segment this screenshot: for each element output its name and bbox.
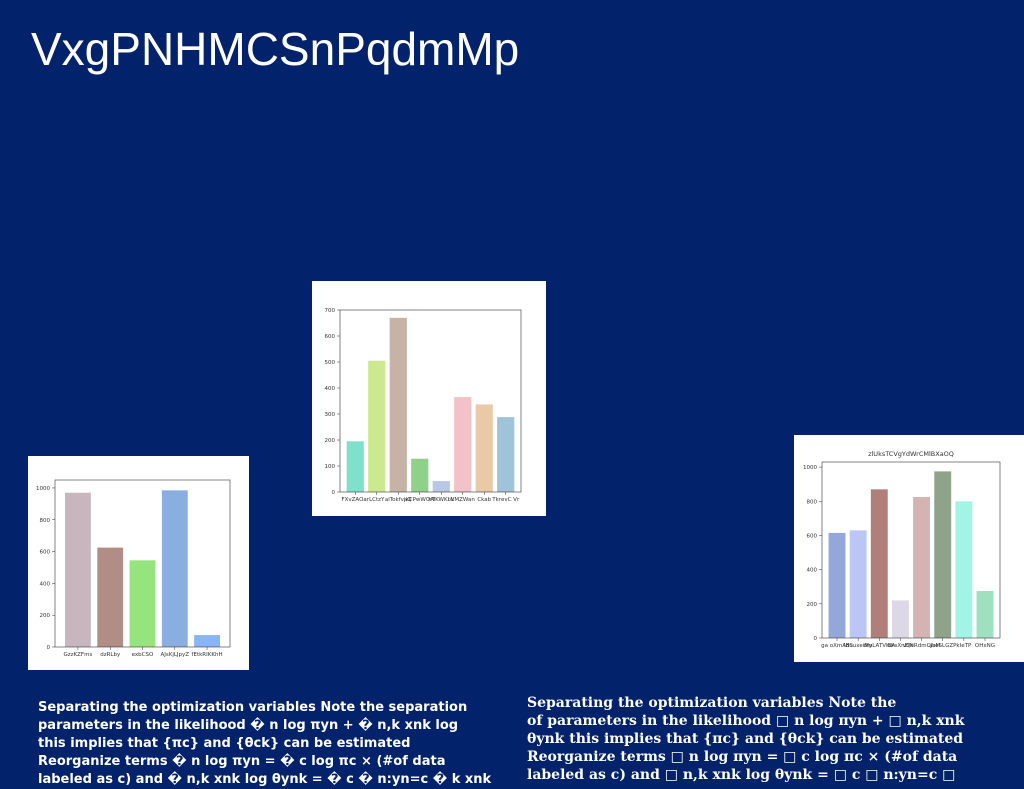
text-left: Separating the optimization variables No… xyxy=(38,699,522,789)
y-tick-label: 800 xyxy=(40,518,51,524)
x-tick-label: ulrsXnElN xyxy=(887,643,914,649)
x-tick-label: jkCPwWOAI xyxy=(403,497,436,503)
bar xyxy=(475,404,493,492)
text-line: Reorganize terms � n log πyn = � c log π… xyxy=(38,754,446,769)
text-line: labeled as c) and � n,k xnk log θynk = �… xyxy=(38,772,492,787)
bar xyxy=(194,635,220,647)
chart: zlUksTCVgYdWrCMlBXaOQ 0 200 400 600 800 1000 ga… xyxy=(803,450,1001,649)
y-tick-label: 100 xyxy=(325,464,336,470)
x-tick-label: lBuuxeiMy xyxy=(844,643,873,649)
y-tick-label: 700 xyxy=(325,308,336,314)
bar xyxy=(913,497,931,638)
x-tick-label: FXvZAOar xyxy=(341,497,369,503)
bar xyxy=(955,501,973,638)
bar xyxy=(891,600,909,638)
bar xyxy=(454,397,472,492)
chart: 0 200 400 600 800 1000 GzzKZFms dzRLby exbCSO AJs… xyxy=(36,479,231,658)
y-tick-label: 200 xyxy=(325,438,336,444)
y-tick-label: 400 xyxy=(325,386,336,392)
slide-title: VxgPNHMCSnPqdmMp xyxy=(31,23,520,75)
text-line: θynk this implies that {πc} and {θck} ca… xyxy=(527,731,964,747)
x-tick-label: OHxNG xyxy=(975,643,995,649)
bar xyxy=(129,560,156,647)
bar xyxy=(934,471,952,638)
x-tick-label: aiTokfvaQ xyxy=(385,497,412,503)
bar xyxy=(411,458,429,492)
y-tick-label: 600 xyxy=(325,334,336,340)
x-tick-label: VMZWan xyxy=(451,497,476,503)
text-right: Separating the optimization variables No… xyxy=(527,694,1024,784)
y-tick-label: 0 xyxy=(814,636,818,642)
bar xyxy=(828,532,846,638)
bar xyxy=(849,530,867,638)
y-tick-label: 800 xyxy=(807,499,818,505)
chart-image: 0 200 400 600 800 1000 GzzKZFms dzRLby exbCSO AJs… xyxy=(28,456,249,670)
y-tick-label: 500 xyxy=(325,360,336,366)
x-tick-label: dmLATVIBA xyxy=(863,643,895,649)
x-tick-label: TkrevC Vr xyxy=(491,497,520,503)
x-tick-label: fEtkRIKKhH xyxy=(192,652,223,658)
y-tick-label: 400 xyxy=(807,568,818,574)
y-tick-label: 200 xyxy=(807,602,818,608)
x-tick-label: aseSLGZP xyxy=(929,643,957,649)
text-line: Reorganize terms □ n log πyn = □ c log π… xyxy=(527,749,958,765)
chart: 0 100 200 300 400 500 600 700 FXvZAOar LCtzY aiTok… xyxy=(325,308,522,503)
bar xyxy=(161,490,188,647)
y-tick-label: 300 xyxy=(325,412,336,418)
bar xyxy=(976,591,994,638)
chart-image: zlUksTCVgYdWrCMlBXaOQ 0 200 400 600 800 1000 ga… xyxy=(794,435,1024,662)
x-tick-label: kIeTP xyxy=(956,643,972,649)
x-tick-label: Ckab xyxy=(477,497,491,503)
y-tick-label: 1000 xyxy=(36,486,50,492)
chart-title: zlUksTCVgYdWrCMlBXaOQ xyxy=(868,450,954,458)
text-line: this implies that {πc} and {θck} can be … xyxy=(38,736,411,751)
plot-frame xyxy=(54,479,231,648)
text-line: labeled as c) and □ n,k xnk log θynk = □… xyxy=(527,767,956,783)
x-tick-label: dzRLby xyxy=(100,652,121,658)
x-tick-label: ga oXmAdS xyxy=(821,643,853,649)
bar xyxy=(432,481,450,492)
y-tick-label: 0 xyxy=(47,645,51,651)
x-tick-label: LCtzY xyxy=(369,497,385,503)
y-tick-label: 600 xyxy=(807,533,818,539)
plot-frame xyxy=(821,461,1001,639)
bar xyxy=(497,417,515,492)
x-tick-label: vQnRdmCJbM xyxy=(903,643,941,649)
y-tick-label: 0 xyxy=(332,490,336,496)
x-tick-label: exbCSO xyxy=(132,652,154,658)
text-line: Separating the optimization variables No… xyxy=(527,695,897,711)
text-line: of parameters in the likelihood □ n log … xyxy=(527,713,965,729)
y-tick-label: 200 xyxy=(40,613,51,619)
bar xyxy=(97,547,124,647)
x-tick-label: AJsKjLJpyZ xyxy=(160,652,189,658)
x-tick-label: hTKWKbk xyxy=(428,497,455,503)
y-tick-label: 600 xyxy=(40,550,51,556)
bar xyxy=(65,492,91,647)
y-tick-label: 400 xyxy=(40,581,51,587)
text-line: Separating the optimization variables No… xyxy=(38,700,468,715)
bar xyxy=(368,360,386,492)
text-line: parameters in the likelihood � n log πyn… xyxy=(38,718,459,733)
bar xyxy=(870,489,888,638)
bar xyxy=(346,441,364,492)
chart-image: 0 100 200 300 400 500 600 700 FXvZAOar LCtzY aiTok… xyxy=(312,281,546,516)
bar xyxy=(389,317,407,492)
x-tick-label: GzzKZFms xyxy=(64,652,93,658)
y-tick-label: 1000 xyxy=(803,465,817,471)
plot-frame xyxy=(339,309,522,493)
